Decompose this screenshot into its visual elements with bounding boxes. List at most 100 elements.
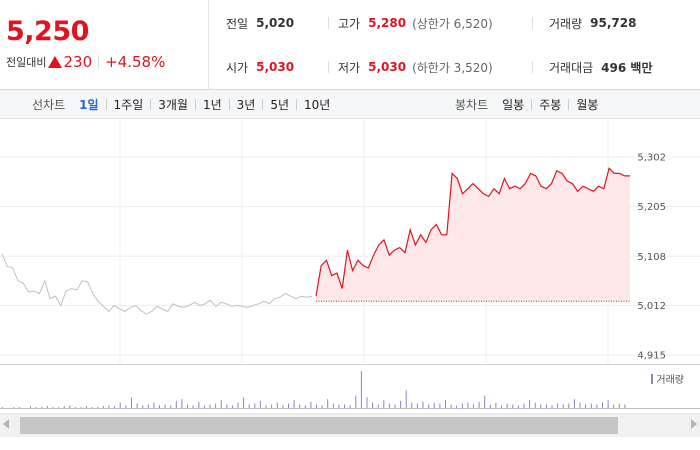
volume-bar <box>271 404 273 408</box>
range-tab-0[interactable]: 1일 <box>79 97 99 112</box>
volume-bar <box>355 395 357 408</box>
volume-bar <box>74 407 76 408</box>
volume-bar <box>495 402 497 408</box>
prev-close-value: 5,020 <box>256 16 295 30</box>
range-tab-2[interactable]: 3개월 <box>158 97 188 112</box>
volume-bar <box>484 395 486 408</box>
volume-bar <box>316 404 317 408</box>
volume-bar <box>35 407 37 408</box>
volume-bar <box>276 402 278 408</box>
volume-bar <box>220 400 222 408</box>
volume-bar <box>613 404 615 408</box>
trade-value-label: 거래대금 <box>549 60 594 75</box>
volume-bar <box>265 405 267 408</box>
volume-bar <box>439 403 441 408</box>
divider <box>194 98 196 110</box>
candle-chart-ranges: 봉차트 일봉 주봉 월봉 <box>455 90 598 118</box>
scrollbar-thumb[interactable] <box>20 417 618 434</box>
divider <box>98 56 100 68</box>
volume-bar <box>164 404 166 408</box>
scroll-left-arrow-icon[interactable] <box>3 419 9 429</box>
volume-bar <box>624 404 626 408</box>
volume-bar <box>327 399 329 408</box>
y-tick-label: 4,915 <box>637 351 666 362</box>
volume-bar <box>136 403 138 408</box>
line-range-list: 1일 1주일 3개월 1년 3년 5년 10년 <box>79 96 330 113</box>
volume-bar <box>433 402 435 408</box>
change-value: 230 <box>63 53 93 71</box>
volume-bar <box>422 401 424 408</box>
scroll-right-arrow-icon[interactable] <box>691 419 697 429</box>
volume-bar <box>254 403 256 408</box>
volume-bar <box>293 400 295 408</box>
volume-bar <box>159 405 160 408</box>
volume-bar <box>13 407 15 408</box>
volume-bar <box>428 404 430 408</box>
volume-bar <box>445 400 446 408</box>
volume-bar <box>332 403 334 408</box>
volume-bar <box>456 405 458 408</box>
volume-bar <box>198 401 200 408</box>
candle-tab-1[interactable]: 주봉 <box>539 97 562 112</box>
volume-bar <box>125 405 127 408</box>
volume-bar <box>540 404 542 408</box>
divider <box>568 98 570 110</box>
volume-bar <box>52 407 54 408</box>
volume-bar <box>187 404 188 408</box>
chart-svg[interactable]: 5,302 5,205 5,108 5,012 4,915 <box>0 119 700 409</box>
candle-chart-label: 봉차트 <box>455 97 489 112</box>
volume-value: 95,728 <box>590 16 637 30</box>
volume-bar <box>203 405 205 408</box>
volume-bar <box>551 405 553 408</box>
price-chart[interactable]: 5,302 5,205 5,108 5,012 4,915 거래량 <box>0 119 700 409</box>
range-tab-3[interactable]: 1년 <box>202 97 222 112</box>
divider <box>228 98 230 110</box>
candle-tab-0[interactable]: 일봉 <box>502 97 525 112</box>
volume-bar <box>282 405 284 408</box>
volume-bar <box>607 400 609 408</box>
volume-bar <box>175 401 177 408</box>
volume-bar <box>299 404 301 408</box>
candle-tab-2[interactable]: 월봉 <box>576 97 599 112</box>
divider <box>328 17 329 29</box>
volume-cell: 거래량 95,728 <box>549 13 636 33</box>
volume-bar <box>97 407 99 408</box>
divider <box>296 98 298 110</box>
divider <box>532 61 533 73</box>
volume-bar <box>512 404 514 408</box>
volume-legend-swatch <box>651 373 654 384</box>
volume-bar <box>523 403 525 408</box>
change-row: 전일대비 230 +4.58% <box>6 53 165 71</box>
range-tab-5[interactable]: 5년 <box>270 97 290 112</box>
volume-bar <box>131 397 132 408</box>
range-tab-4[interactable]: 3년 <box>236 97 256 112</box>
volume-bar <box>102 406 104 408</box>
volume-bar <box>181 399 183 408</box>
high-value: 5,280 <box>368 16 407 30</box>
volume-bar <box>237 402 239 408</box>
volume-legend-label: 거래량 <box>656 375 684 386</box>
open-value: 5,030 <box>256 60 295 74</box>
candle-range-list: 일봉 주봉 월봉 <box>502 96 598 113</box>
volume-bar <box>114 406 116 408</box>
volume-bar <box>142 405 144 408</box>
range-tab-6[interactable]: 10년 <box>304 97 331 112</box>
volume-bar <box>344 404 345 408</box>
line-chart-ranges: 선차트 1일 1주일 3개월 1년 3년 5년 10년 <box>32 90 330 118</box>
range-tab-1[interactable]: 1주일 <box>113 97 144 112</box>
open-label: 시가 <box>226 60 249 75</box>
volume-bar <box>529 400 531 408</box>
volume-bar <box>596 404 598 408</box>
y-tick-label: 5,012 <box>637 301 666 312</box>
volume-bar <box>450 404 452 408</box>
volume-bar <box>63 406 65 408</box>
volume-bar <box>405 390 407 408</box>
volume-bar <box>231 405 233 408</box>
open-cell: 시가 5,030 <box>226 57 294 77</box>
volume-bar <box>501 405 502 408</box>
divider <box>262 98 264 110</box>
volume-bar <box>192 405 194 408</box>
chart-scrollbar[interactable] <box>0 413 700 437</box>
volume-bar <box>360 371 362 408</box>
volume-bar <box>215 403 217 408</box>
